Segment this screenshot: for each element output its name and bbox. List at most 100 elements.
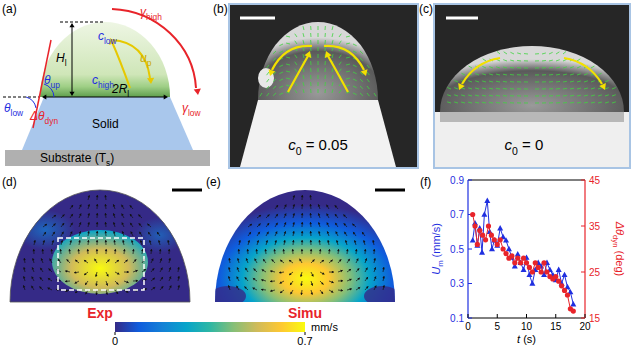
velocity-vector <box>239 240 240 245</box>
map-patch <box>364 286 400 306</box>
velocity-vector <box>133 280 138 281</box>
arrow-head <box>318 213 320 215</box>
panel-c: (c)c0 = 0 <box>419 2 630 168</box>
velocity-vector <box>275 214 278 218</box>
velocity-vector <box>248 232 251 236</box>
velocity-vector <box>113 204 115 209</box>
velocity-vector <box>248 240 249 245</box>
velocity-vector <box>310 204 312 209</box>
text-sub: l <box>127 89 129 99</box>
velocity-vector <box>489 67 493 68</box>
velocity-vector <box>332 75 333 79</box>
arrow-head <box>151 258 153 260</box>
velocity-vector <box>75 260 79 263</box>
velocity-vector <box>290 281 293 285</box>
velocity-vector <box>332 40 333 44</box>
arrow-head <box>41 249 44 251</box>
velocity-vector <box>301 272 302 277</box>
velocity-vector <box>325 40 326 44</box>
map-bg <box>8 185 194 305</box>
x-tick <box>585 314 586 318</box>
velocity-vector <box>584 74 588 75</box>
velocity-vector <box>151 258 153 263</box>
flow-arrow <box>564 58 602 84</box>
velocity-vector <box>295 55 297 58</box>
arrow-head <box>114 249 117 251</box>
label: Exp <box>87 305 113 321</box>
text-main: H <box>56 51 65 65</box>
velocity-vector <box>261 289 266 291</box>
arrow-head <box>96 249 99 251</box>
velocity-vector <box>563 102 567 103</box>
text-sub: low <box>104 36 118 46</box>
velocity-vector <box>266 232 268 236</box>
velocity-vector <box>510 102 514 103</box>
arrow-head <box>270 280 272 283</box>
arrow-head <box>148 232 150 234</box>
velocity-vector <box>605 95 609 96</box>
velocity-vector <box>510 95 514 96</box>
velocity-vector <box>346 71 350 73</box>
data-point <box>489 233 494 238</box>
y2-tick-label: 15 <box>589 313 601 324</box>
x-tick <box>497 314 498 318</box>
velocity-vector <box>367 79 369 82</box>
arrow-head <box>87 222 90 224</box>
velocity-vector <box>157 232 160 236</box>
velocity-vector <box>310 40 311 44</box>
velocity-vector <box>286 85 290 87</box>
velocity-vector <box>246 258 248 263</box>
arrow-head <box>274 240 277 242</box>
label: 2Rl <box>111 82 129 99</box>
velocity-vector <box>139 223 142 227</box>
velocity-vector <box>292 249 293 254</box>
velocity-vector <box>353 93 357 95</box>
arrow-head <box>104 231 107 233</box>
arrow-head <box>106 292 108 294</box>
velocity-vector <box>105 222 107 227</box>
velocity-vector <box>97 195 98 200</box>
velocity-vector <box>489 95 493 97</box>
arrow-head <box>69 92 74 96</box>
field-map <box>210 185 400 306</box>
velocity-vector <box>482 74 486 75</box>
droplet <box>258 22 378 100</box>
arrow-head <box>130 223 132 225</box>
x-tick-label: 0 <box>465 321 471 332</box>
velocity-vector <box>286 71 290 73</box>
y2-tick <box>581 272 585 273</box>
arrow-head <box>321 282 323 284</box>
velocity-vector <box>327 214 329 218</box>
velocity-vector <box>360 79 363 82</box>
arrow-head <box>276 214 278 216</box>
data-point <box>565 292 570 297</box>
label: Simu <box>288 305 322 321</box>
data-point <box>562 288 567 293</box>
velocity-vector <box>302 222 303 227</box>
velocity-vector <box>311 290 312 295</box>
velocity-vector <box>356 249 358 254</box>
text-sub: p <box>147 58 152 68</box>
arrow-head <box>75 281 77 283</box>
arrow-head <box>292 231 295 233</box>
velocity-vector <box>97 231 98 236</box>
velocity-vector <box>524 95 528 96</box>
arrow-head <box>344 223 346 225</box>
solid <box>240 100 396 167</box>
velocity-vector <box>503 102 507 103</box>
arrow-head <box>147 224 149 226</box>
arrow-head <box>292 222 295 224</box>
velocity-vector <box>302 213 303 218</box>
velocity-vector <box>65 281 70 282</box>
photo-frame <box>434 4 630 168</box>
height-arrow <box>72 26 73 93</box>
velocity-vector <box>318 61 319 65</box>
arrow-head <box>248 240 250 242</box>
arrow-head <box>152 278 154 280</box>
velocity-vector <box>319 222 320 227</box>
arrow-head <box>52 240 54 242</box>
top-frame <box>468 180 585 181</box>
velocity-vector <box>48 288 52 290</box>
field-map <box>8 185 194 305</box>
velocity-vector <box>310 213 312 218</box>
